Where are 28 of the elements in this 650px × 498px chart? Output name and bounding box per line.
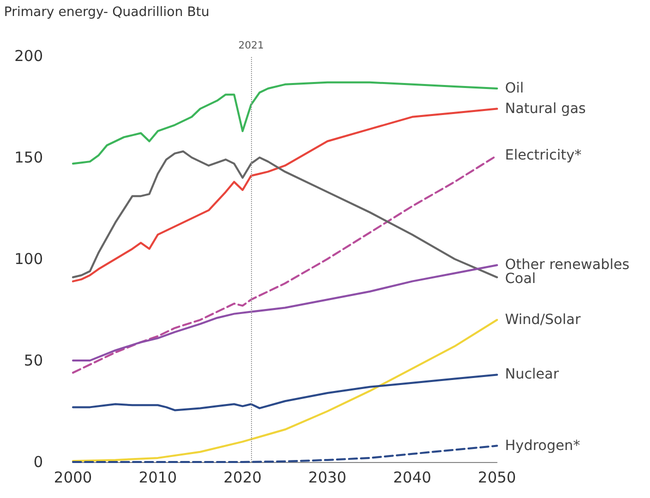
y-axis-title: Primary energy- Quadrillion Btu [4,5,210,20]
y-tick-label: 100 [14,250,43,268]
y-tick-label: 200 [14,47,43,65]
x-tick-label: 2010 [138,468,177,486]
x-tick-label: 2040 [393,468,432,486]
line-series [72,264,498,362]
x-tick-label: 2050 [478,468,516,486]
y-tick-label: 50 [24,352,43,370]
series-label: Nuclear [505,366,560,383]
x-tick-label: 2030 [308,468,346,486]
series-label: Oil [505,80,524,96]
series-label: Coal [505,271,536,288]
ref-line-label: 2021 [238,40,264,52]
series-label: Electricity* [505,147,582,164]
x-tick-label: 2000 [54,468,92,486]
line-series [72,444,498,463]
series-label: Other renewables [505,257,630,274]
line-series [72,150,498,278]
x-tick-label: 2020 [224,468,262,486]
line-series [72,81,498,165]
y-tick-label: 0 [33,453,43,471]
series-label: Wind/Solar [505,312,581,328]
series-label: Natural gas [505,100,586,117]
line-series [72,108,498,282]
line-series [72,318,498,462]
series-label: Hydrogen* [505,438,580,454]
line-series [72,374,498,412]
y-tick-label: 150 [14,148,43,166]
